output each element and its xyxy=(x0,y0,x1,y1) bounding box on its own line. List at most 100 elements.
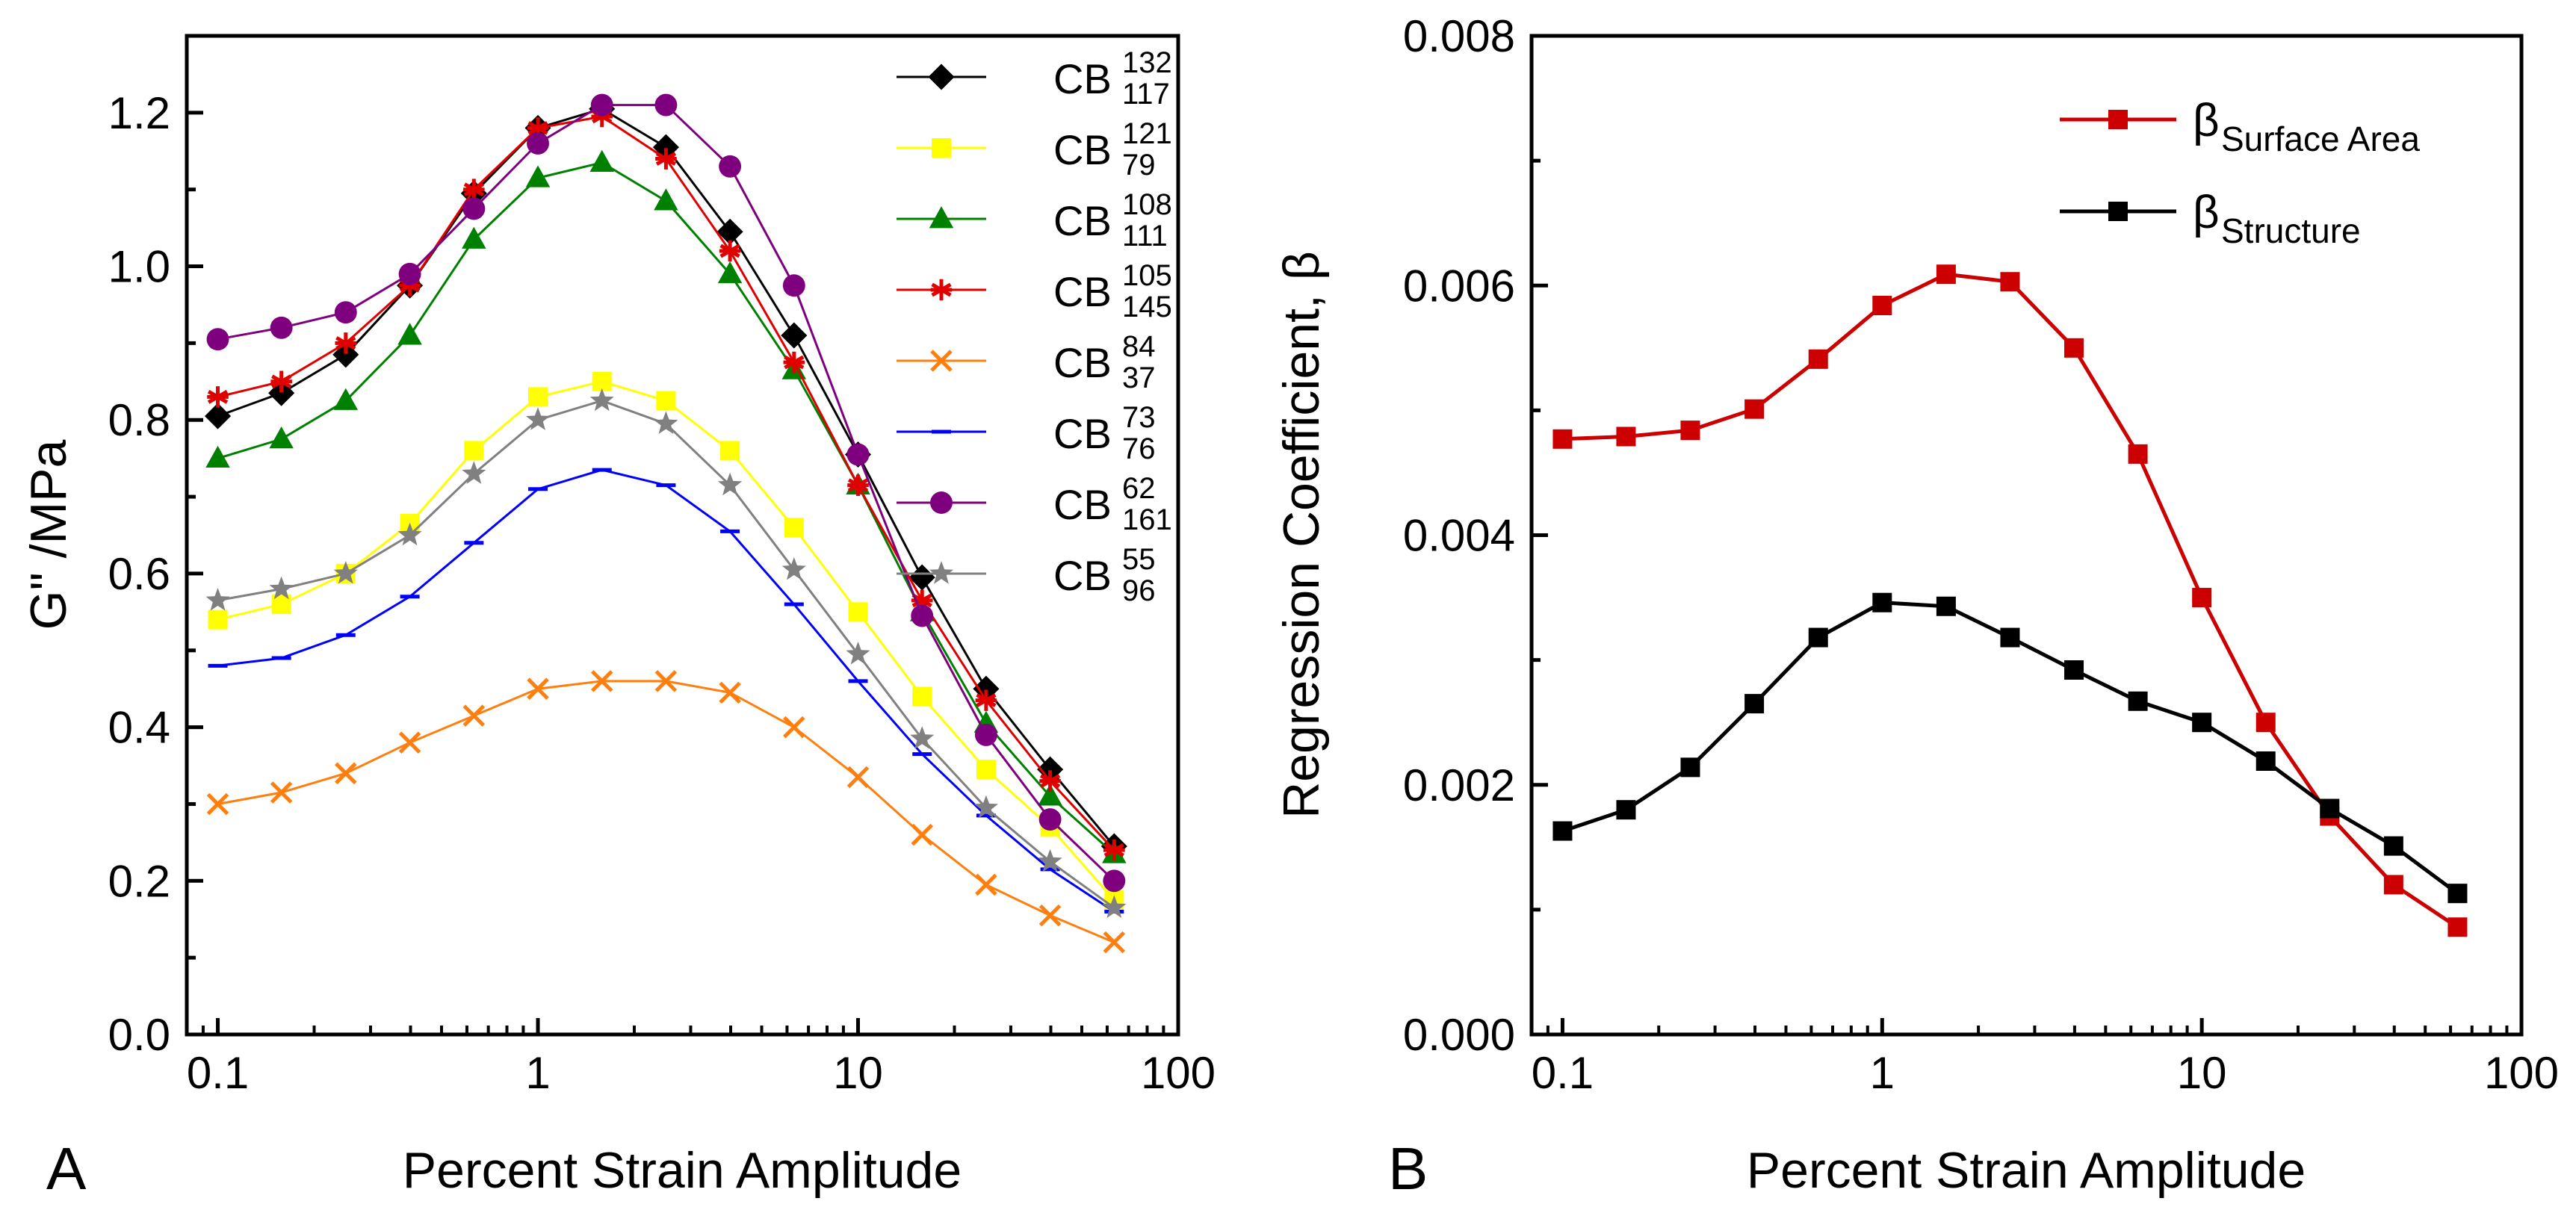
data-point xyxy=(719,240,741,262)
y-tick-label: 0.2 xyxy=(108,856,170,906)
series-73-76 xyxy=(208,468,1124,913)
data-point xyxy=(847,474,869,496)
data-point xyxy=(398,262,421,285)
data-point xyxy=(720,441,740,461)
legend-label-sub: 117 xyxy=(1122,78,1170,111)
legend-marker xyxy=(930,350,953,372)
data-point xyxy=(654,411,678,434)
data-point xyxy=(2064,338,2084,358)
data-point xyxy=(462,704,486,727)
data-point xyxy=(654,188,678,211)
x-tick-label: 1 xyxy=(1870,1048,1895,1098)
data-point xyxy=(528,387,548,407)
legend-marker xyxy=(929,206,954,229)
panel-a-plot-frame xyxy=(185,34,1180,1037)
data-point xyxy=(1103,869,1126,893)
data-point xyxy=(206,792,229,816)
panel-a-x-tick-labels: 0.1 1 10 100 xyxy=(187,1048,1216,1098)
legend-label: β xyxy=(2193,95,2220,146)
legend-label-sub: 161 xyxy=(1122,503,1172,536)
legend-label: CB xyxy=(1053,197,1112,244)
data-point xyxy=(846,766,870,789)
data-point xyxy=(654,93,678,117)
panel-a-letter: A xyxy=(46,1135,87,1202)
y-tick-label: 0.008 xyxy=(1403,11,1515,61)
data-point xyxy=(911,589,933,612)
data-point xyxy=(1936,596,1956,616)
data-point xyxy=(1808,349,1828,369)
data-point xyxy=(2192,713,2212,733)
series-108-111 xyxy=(205,149,1127,863)
data-point xyxy=(204,403,232,429)
legend-marker xyxy=(930,279,953,301)
data-point xyxy=(911,604,934,627)
data-point xyxy=(846,443,870,466)
series--surface-area xyxy=(1552,264,2468,937)
legend-label-sub: 96 xyxy=(1122,574,1156,607)
data-point xyxy=(717,261,743,284)
data-point xyxy=(1102,895,1127,918)
y-tick-label: 1.0 xyxy=(108,242,170,292)
data-point xyxy=(397,522,422,546)
panel-b-chart: 0.000 0.002 0.004 0.006 0.008 0.1 1 10 100 β Sur… xyxy=(1273,11,2559,1202)
panel-b-series xyxy=(1552,264,2468,937)
data-point xyxy=(784,518,804,538)
y-tick-label: 0.002 xyxy=(1403,760,1515,810)
data-point xyxy=(912,686,932,707)
data-point xyxy=(1744,399,1765,419)
data-point xyxy=(2128,444,2148,464)
y-tick-label: 0.6 xyxy=(108,549,170,599)
panel-a-y-axis-title: G" /MPa xyxy=(20,440,77,630)
legend-label-sup: 73 xyxy=(1122,401,1156,434)
series-line xyxy=(217,380,1115,901)
data-point xyxy=(2192,588,2212,608)
data-point xyxy=(1680,421,1700,441)
data-point xyxy=(333,561,358,584)
panel-b-ticks xyxy=(1532,34,2524,1037)
series-121-79 xyxy=(208,371,1124,910)
data-point xyxy=(464,441,484,461)
data-point xyxy=(1038,784,1062,806)
data-point xyxy=(334,301,357,324)
legend-label-sup: 108 xyxy=(1122,188,1172,221)
data-point xyxy=(783,351,805,373)
data-point xyxy=(463,179,485,200)
data-point xyxy=(1616,426,1636,447)
x-tick-label: 100 xyxy=(1141,1048,1216,1098)
data-point xyxy=(590,93,613,117)
legend-label: CB xyxy=(1053,552,1112,599)
x-tick-label: 10 xyxy=(2177,1048,2227,1098)
data-point xyxy=(1103,839,1125,861)
data-point xyxy=(1680,757,1700,778)
data-point xyxy=(974,723,997,746)
data-point xyxy=(335,332,357,354)
data-point xyxy=(589,149,614,173)
series-55-96 xyxy=(205,388,1127,918)
data-point xyxy=(719,155,742,178)
data-point xyxy=(1038,808,1062,831)
legend-label-sup: 55 xyxy=(1122,543,1156,576)
legend-label-sub: 76 xyxy=(1122,432,1156,465)
data-point xyxy=(527,677,549,700)
data-point xyxy=(848,602,868,622)
series-105-145 xyxy=(207,105,1125,861)
legend-label-sub: Surface Area xyxy=(2221,120,2420,158)
data-point xyxy=(205,588,230,611)
y-tick-label: 0.006 xyxy=(1403,261,1515,311)
data-point xyxy=(719,681,741,704)
data-point xyxy=(846,642,870,665)
legend-entry: β Surface Area xyxy=(2060,95,2420,158)
data-point xyxy=(1038,849,1062,872)
data-point xyxy=(908,564,935,591)
series-62-161 xyxy=(206,93,1126,893)
legend-marker xyxy=(932,138,951,158)
data-point xyxy=(1936,264,1956,285)
data-point xyxy=(718,472,743,496)
data-point xyxy=(268,379,295,406)
data-point xyxy=(205,445,230,468)
